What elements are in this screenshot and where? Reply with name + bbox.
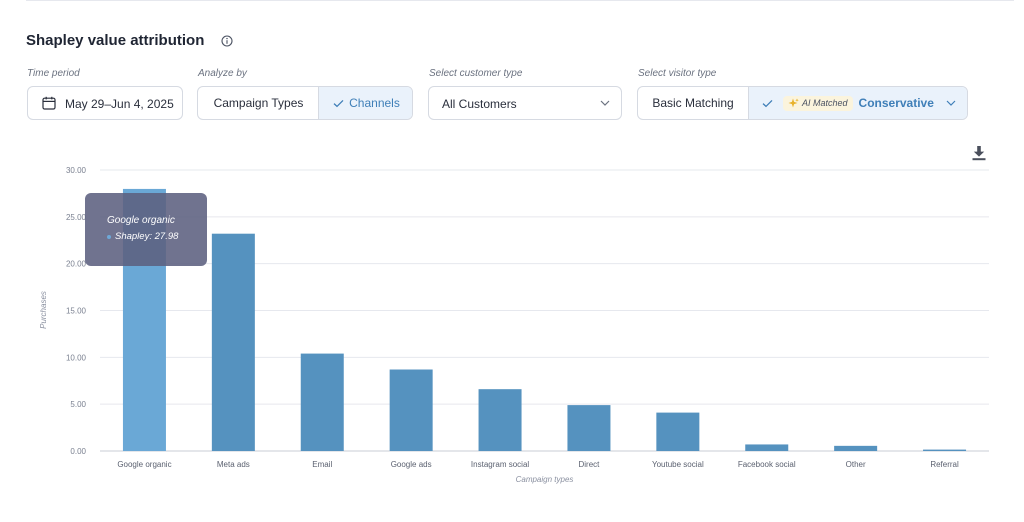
channels-label: Channels <box>349 96 400 110</box>
y-tick-label: 15.00 <box>66 307 87 316</box>
date-range-value: May 29–Jun 4, 2025 <box>65 97 174 111</box>
campaign-types-label: Campaign Types <box>213 96 304 110</box>
top-divider <box>26 0 1014 1</box>
channels-option[interactable]: Channels <box>319 87 412 119</box>
x-tick-label: Google organic <box>117 460 171 469</box>
x-axis-title: Campaign types <box>516 475 574 484</box>
chart-tooltip: Google organic Shapley: 27.98 <box>85 193 207 266</box>
visitor-type-label: Select visitor type <box>638 68 717 79</box>
y-tick-label: 25.00 <box>66 213 87 222</box>
check-icon <box>762 99 773 107</box>
x-tick-label: Google ads <box>391 460 432 469</box>
x-tick-label: Facebook social <box>738 460 796 469</box>
bar[interactable] <box>478 389 522 451</box>
download-icon[interactable] <box>970 144 988 162</box>
tooltip-row: Shapley: 27.98 <box>107 231 178 242</box>
x-tick-label: Email <box>312 460 332 469</box>
date-range-picker[interactable]: May 29–Jun 4, 2025 <box>27 86 183 120</box>
series-dot <box>107 234 111 239</box>
tooltip-value: 27.98 <box>154 231 179 242</box>
x-tick-label: Youtube social <box>652 460 704 469</box>
segment-divider <box>318 87 319 119</box>
x-tick-label: Meta ads <box>217 460 250 469</box>
visitor-type-control: Basic Matching AI Matched Conservative <box>637 86 968 120</box>
bar[interactable] <box>389 369 433 451</box>
conservative-label: Conservative <box>858 96 934 110</box>
y-tick-label: 20.00 <box>66 260 87 269</box>
customer-type-select[interactable]: All Customers <box>428 86 622 120</box>
page-title: Shapley value attribution <box>26 32 205 49</box>
bar[interactable] <box>656 412 700 451</box>
y-tick-label: 0.00 <box>70 447 86 456</box>
x-tick-label: Other <box>846 460 866 469</box>
bar[interactable] <box>211 233 255 451</box>
ai-matched-option[interactable]: AI Matched Conservative <box>749 87 967 119</box>
x-tick-label: Instagram social <box>471 460 529 469</box>
calendar-icon <box>42 96 56 110</box>
bar[interactable] <box>834 445 878 451</box>
chevron-down-icon <box>946 100 956 106</box>
time-period-label: Time period <box>27 68 80 79</box>
y-tick-label: 10.00 <box>66 353 87 362</box>
tooltip-series: Shapley <box>115 231 150 242</box>
campaign-types-option[interactable]: Campaign Types <box>198 87 319 119</box>
sparkle-icon <box>788 98 799 107</box>
customer-type-value: All Customers <box>442 97 517 111</box>
customer-type-label: Select customer type <box>429 68 523 79</box>
y-tick-label: 5.00 <box>70 400 86 409</box>
chevron-down-icon <box>600 100 610 106</box>
bar[interactable] <box>745 444 789 451</box>
info-icon[interactable] <box>221 35 233 47</box>
y-axis-title: Purchases <box>39 291 48 329</box>
y-tick-label: 30.00 <box>66 166 87 175</box>
basic-matching-label: Basic Matching <box>652 96 734 110</box>
analyze-by-toggle: Campaign Types Channels <box>197 86 413 120</box>
x-tick-label: Referral <box>930 460 959 469</box>
bar[interactable] <box>567 405 611 451</box>
tooltip-title: Google organic <box>107 215 175 226</box>
x-tick-label: Direct <box>579 460 601 469</box>
basic-matching-option[interactable]: Basic Matching <box>638 87 748 119</box>
ai-matched-chip: AI Matched <box>783 95 853 111</box>
visitor-segment-divider <box>748 87 749 119</box>
analyze-by-label: Analyze by <box>198 68 247 79</box>
bar[interactable] <box>300 353 344 451</box>
bar[interactable] <box>923 449 967 451</box>
check-icon <box>333 99 344 107</box>
ai-matched-label: AI Matched <box>802 98 848 108</box>
